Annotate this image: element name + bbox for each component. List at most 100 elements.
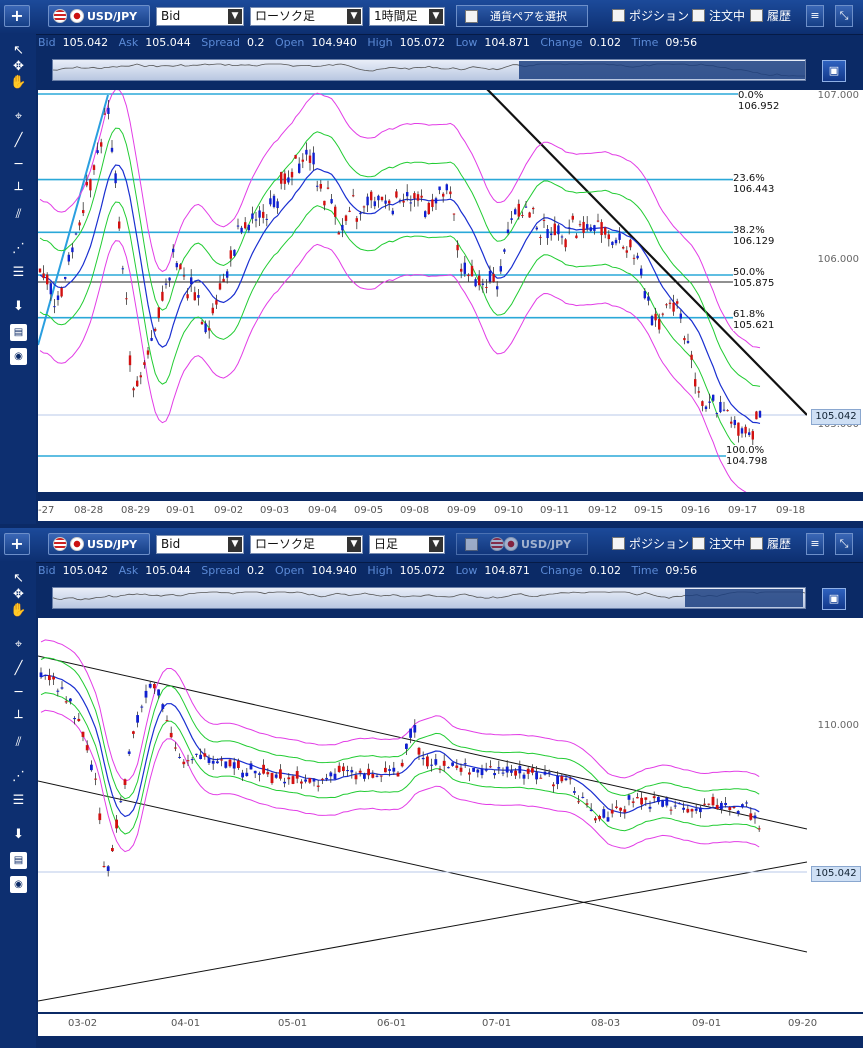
- candle-body: [539, 236, 542, 238]
- crosshair-cursor-icon[interactable]: ✥: [13, 59, 24, 74]
- history-toggle[interactable]: 履歴: [742, 535, 791, 552]
- list-icon[interactable]: ▤: [10, 324, 27, 341]
- horizontal-line-icon[interactable]: ─: [14, 157, 23, 172]
- compare-pair-checkbox[interactable]: [465, 537, 478, 551]
- position-checkbox[interactable]: [612, 537, 625, 550]
- list-icon[interactable]: ▤: [10, 852, 27, 869]
- bollinger-lower-2: [39, 240, 761, 500]
- select-pair-label: 通貨ペアを選択: [490, 10, 567, 23]
- candle-body: [232, 762, 236, 769]
- candle-body: [325, 777, 328, 780]
- timeframe-select[interactable]: 日足 ▼: [369, 535, 445, 554]
- candle-body: [528, 212, 531, 218]
- vertical-line-icon[interactable]: ┴: [14, 711, 23, 726]
- menu-icon[interactable]: ≡: [806, 533, 824, 555]
- navigator-toggle-button[interactable]: ▣: [822, 588, 846, 610]
- add-chart-button[interactable]: +: [4, 533, 30, 555]
- trendline-icon[interactable]: ╱: [14, 133, 23, 148]
- camera-icon[interactable]: ◉: [10, 348, 27, 365]
- pin-icon[interactable]: ⌖: [14, 109, 23, 124]
- position-toggle[interactable]: ポジション: [604, 535, 689, 552]
- candle-body: [290, 171, 294, 178]
- candle-body: [427, 202, 430, 215]
- download-icon[interactable]: ⬇: [13, 827, 24, 842]
- candle-body: [132, 731, 135, 734]
- candle-body: [581, 796, 585, 798]
- candle-body: [301, 159, 304, 162]
- pin-icon[interactable]: ⌖: [14, 637, 23, 652]
- horizontal-line-icon[interactable]: ─: [14, 685, 23, 700]
- price-chart[interactable]: 0.0% 106.952 23.6% 106.443 38.2% 106.129…: [37, 84, 808, 500]
- navigator-scrollbar[interactable]: [52, 587, 806, 609]
- candle-body: [748, 432, 751, 435]
- price-type-select[interactable]: Bid ▼: [156, 7, 244, 26]
- price-axis: 107.000 106.000 105.000: [807, 90, 863, 492]
- candle-body: [244, 222, 247, 229]
- compare-pair-button[interactable]: USD/JPY: [456, 533, 588, 555]
- candle-body: [402, 200, 405, 203]
- hand-icon[interactable]: ✋: [10, 75, 27, 90]
- menu-icon[interactable]: ≡: [806, 5, 824, 27]
- chevron-down-icon: ▼: [228, 9, 242, 24]
- fan-icon[interactable]: ⋰: [12, 769, 25, 784]
- candle-body: [518, 765, 522, 774]
- ask-value: 105.044: [145, 36, 191, 49]
- candle-body: [442, 760, 446, 766]
- position-toggle[interactable]: ポジション: [604, 7, 689, 24]
- navigator-scrollbar[interactable]: [52, 59, 806, 81]
- chart-type-select[interactable]: ローソク足 ▼: [250, 7, 363, 26]
- cursor-icon[interactable]: ↖: [13, 43, 24, 58]
- add-chart-button[interactable]: +: [4, 5, 30, 27]
- history-checkbox[interactable]: [750, 9, 763, 22]
- select-pair-checkbox[interactable]: [465, 9, 478, 23]
- candle-body: [652, 796, 656, 799]
- history-label: 履歴: [767, 537, 792, 551]
- fibonacci-icon[interactable]: ☰: [12, 265, 25, 280]
- download-icon[interactable]: ⬇: [13, 299, 24, 314]
- channel-icon[interactable]: ⫽: [15, 735, 22, 750]
- channel-icon[interactable]: ⫽: [15, 207, 22, 222]
- chart-type-select[interactable]: ローソク足 ▼: [250, 535, 363, 554]
- price-type-select[interactable]: Bid ▼: [156, 535, 244, 554]
- currency-pair-button[interactable]: USD/JPY: [48, 5, 150, 27]
- candle-body: [547, 772, 551, 774]
- candle-body: [342, 766, 345, 772]
- fan-icon[interactable]: ⋰: [12, 241, 25, 256]
- time-value: 09:56: [665, 564, 698, 577]
- currency-pair-button[interactable]: USD/JPY: [48, 533, 150, 555]
- collapse-icon[interactable]: ⤡: [835, 533, 853, 555]
- candle-body: [478, 275, 481, 286]
- candle-body: [358, 770, 362, 773]
- vertical-line-icon[interactable]: ┴: [14, 183, 23, 198]
- select-pair-button[interactable]: 通貨ペアを選択: [456, 5, 588, 27]
- fibonacci-icon[interactable]: ☰: [12, 793, 25, 808]
- orders-checkbox[interactable]: [692, 9, 705, 22]
- cursor-icon[interactable]: ↖: [13, 571, 24, 586]
- navigator-toggle-button[interactable]: ▣: [822, 60, 846, 82]
- history-checkbox[interactable]: [750, 537, 763, 550]
- orders-checkbox[interactable]: [692, 537, 705, 550]
- trendline-icon[interactable]: ╱: [14, 661, 23, 676]
- candle-body: [199, 754, 202, 760]
- candle-body: [136, 380, 139, 387]
- navigator-sparkline: [53, 589, 805, 607]
- candle-body: [110, 147, 114, 152]
- timeframe-select[interactable]: 1時間足 ▼: [369, 7, 445, 26]
- candle-body: [434, 759, 438, 765]
- price-chart[interactable]: [37, 618, 808, 1012]
- collapse-icon[interactable]: ⤡: [835, 5, 853, 27]
- orders-toggle[interactable]: 注文中: [684, 7, 745, 24]
- crosshair-cursor-icon[interactable]: ✥: [13, 587, 24, 602]
- candle-body: [355, 218, 358, 222]
- candle-body: [308, 155, 312, 163]
- history-toggle[interactable]: 履歴: [742, 7, 791, 24]
- us-flag-icon: [53, 9, 67, 23]
- orders-toggle[interactable]: 注文中: [684, 535, 745, 552]
- candle-body: [438, 186, 441, 191]
- candle-body: [480, 768, 484, 776]
- camera-icon[interactable]: ◉: [10, 876, 27, 893]
- candle-body: [71, 247, 74, 253]
- fib-label-0: 0.0% 106.952: [738, 90, 807, 112]
- position-checkbox[interactable]: [612, 9, 625, 22]
- hand-icon[interactable]: ✋: [10, 603, 27, 618]
